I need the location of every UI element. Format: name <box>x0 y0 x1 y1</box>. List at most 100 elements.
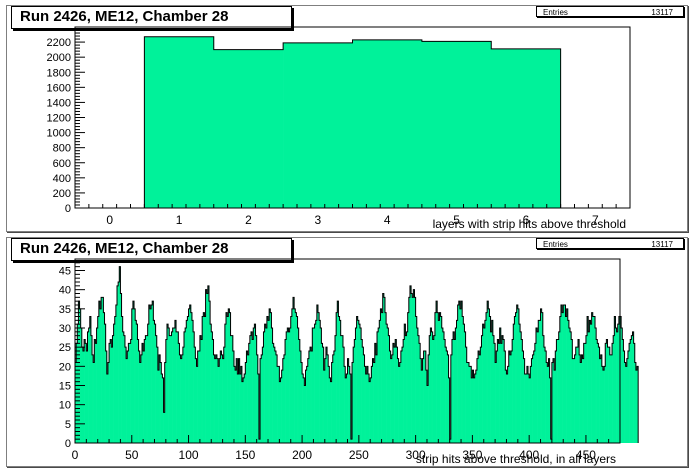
histogram-bar <box>263 331 265 443</box>
x-axis-label: strip hits above threshold, in all layer… <box>416 452 616 466</box>
histogram-bar <box>387 328 389 443</box>
histogram-bar <box>383 297 386 443</box>
histogram-bar <box>400 351 403 443</box>
histogram-bar <box>412 297 414 443</box>
histogram-bar <box>352 39 423 209</box>
histogram-bar <box>516 305 519 443</box>
histogram-bar <box>392 343 395 443</box>
histogram-bar <box>381 312 383 443</box>
histogram-bar <box>95 343 97 443</box>
histogram-bar <box>625 366 628 443</box>
histogram-bar <box>159 354 161 443</box>
histogram-bar <box>587 316 589 443</box>
histogram-bar <box>335 335 337 443</box>
histogram-bar <box>402 347 404 443</box>
histogram-bar <box>310 347 312 443</box>
histogram-bar <box>166 324 169 443</box>
histogram-bar <box>377 331 379 443</box>
histogram-bar <box>604 366 606 443</box>
histogram-bar <box>375 354 378 443</box>
histogram-bar <box>194 347 196 443</box>
y-tick-label: 15 <box>59 381 71 393</box>
histogram-bar <box>241 381 244 443</box>
histogram-bar <box>87 331 89 443</box>
histogram-bar <box>281 370 284 443</box>
histogram-bar <box>395 339 397 443</box>
x-axis-label: layers with strip hits above threshold <box>433 217 626 231</box>
histogram-bar <box>86 351 88 443</box>
histogram-bar <box>120 293 122 443</box>
histogram-bar <box>631 335 633 443</box>
histogram-bar <box>104 324 106 443</box>
histogram-bar <box>575 347 578 443</box>
histogram-bar <box>621 328 623 443</box>
histogram-bar <box>77 324 79 443</box>
histogram-bar <box>289 328 292 443</box>
histogram-bar <box>407 312 410 443</box>
histogram-bar <box>220 351 222 443</box>
histogram-bar <box>286 331 288 443</box>
histogram-bar <box>571 339 573 443</box>
histogram-bar <box>204 316 206 443</box>
histogram-bar <box>140 354 143 443</box>
histogram-bar <box>229 312 231 443</box>
histogram-bar <box>346 374 348 443</box>
histogram-bar <box>391 354 394 443</box>
x-tick-label: 450 <box>576 448 596 462</box>
histogram-bar <box>475 370 478 443</box>
histogram-bar <box>384 312 387 443</box>
x-tick-label: 7 <box>592 213 599 227</box>
histogram-bar <box>244 374 246 443</box>
histogram-bar <box>633 343 636 443</box>
histogram-bar <box>115 305 118 443</box>
histogram-bar <box>141 343 144 443</box>
histogram-bar <box>350 439 353 443</box>
histogram-bar <box>362 347 364 443</box>
histogram-bar <box>495 362 497 443</box>
histogram-bar <box>270 312 272 443</box>
x-tick-label: 0 <box>72 448 79 462</box>
histogram-bar <box>534 343 537 443</box>
x-tick-label: 1 <box>176 213 183 227</box>
histogram-bar <box>629 343 631 443</box>
histogram-bar <box>99 308 102 443</box>
histogram-bar <box>342 347 345 443</box>
histogram-bar <box>615 328 617 443</box>
histogram-bar <box>520 331 522 443</box>
histogram-bar <box>540 308 542 443</box>
y-tick-label: 5 <box>65 419 71 431</box>
histogram-bar <box>138 351 141 443</box>
histogram-bar <box>590 324 592 443</box>
histogram-bar <box>357 320 360 443</box>
histogram-bar <box>529 377 531 443</box>
histogram-bar <box>444 339 446 443</box>
histogram-bar <box>213 49 284 208</box>
histogram-bar <box>299 351 302 443</box>
histogram-bar <box>208 301 211 443</box>
histogram-bar <box>488 308 490 443</box>
histogram-bar <box>170 335 172 443</box>
histogram-bar <box>634 362 637 443</box>
histogram-bar <box>163 412 165 443</box>
chart-plot: 0 200 400 600 800 1000 1200 1400 1600 1800 2000 220… <box>47 26 631 231</box>
histogram-bar <box>164 362 167 443</box>
histogram-bar <box>331 362 334 443</box>
histogram-bar <box>476 358 479 443</box>
histogram-bar <box>325 347 328 443</box>
histogram-bar <box>497 339 499 443</box>
histogram-bar <box>579 354 581 443</box>
histogram-bar <box>419 343 421 443</box>
histogram-bar <box>126 358 128 443</box>
histogram-bar <box>144 36 215 208</box>
y-tick-label: 40 <box>59 285 71 297</box>
histogram-bar <box>503 339 505 443</box>
x-tick-label: 6 <box>523 213 530 227</box>
histogram-bar <box>305 370 307 443</box>
histogram-bar <box>363 354 365 443</box>
histogram-bar <box>609 354 612 443</box>
histogram-bar <box>147 324 150 443</box>
histogram-bar <box>543 347 546 443</box>
histogram-bar <box>466 362 469 443</box>
histogram-bar <box>504 351 506 443</box>
histogram-bar <box>483 328 486 443</box>
